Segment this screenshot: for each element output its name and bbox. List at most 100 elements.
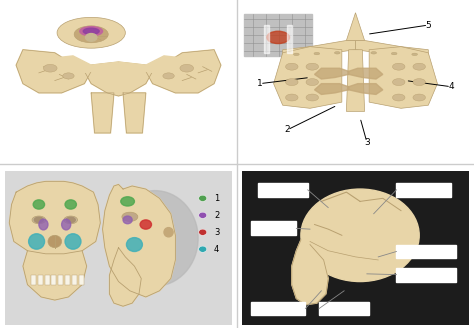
Text: 2: 2: [284, 125, 290, 134]
Ellipse shape: [293, 53, 299, 55]
Ellipse shape: [28, 234, 45, 249]
Polygon shape: [349, 68, 383, 79]
Bar: [72, 276, 77, 285]
Ellipse shape: [112, 191, 198, 286]
Bar: [396, 183, 451, 197]
Polygon shape: [346, 13, 365, 40]
Ellipse shape: [392, 79, 405, 86]
Bar: [251, 221, 296, 235]
Polygon shape: [356, 40, 428, 59]
Ellipse shape: [180, 64, 193, 72]
Polygon shape: [292, 240, 328, 305]
Bar: [258, 183, 308, 197]
Bar: [264, 25, 269, 53]
Ellipse shape: [123, 216, 132, 224]
Bar: [287, 25, 292, 53]
Polygon shape: [91, 93, 114, 133]
Ellipse shape: [63, 73, 74, 79]
Text: 4: 4: [448, 82, 454, 91]
Bar: [79, 276, 84, 285]
Ellipse shape: [85, 33, 97, 41]
Bar: [51, 276, 56, 285]
Ellipse shape: [392, 63, 405, 70]
Ellipse shape: [199, 246, 207, 252]
Ellipse shape: [74, 26, 108, 43]
Ellipse shape: [140, 220, 152, 229]
Polygon shape: [146, 50, 221, 93]
Ellipse shape: [83, 28, 99, 34]
Ellipse shape: [285, 79, 298, 86]
Ellipse shape: [413, 94, 426, 101]
Ellipse shape: [44, 64, 57, 72]
Polygon shape: [102, 184, 175, 297]
Ellipse shape: [199, 195, 207, 201]
Bar: [58, 276, 63, 285]
Ellipse shape: [413, 79, 426, 86]
Text: 3: 3: [364, 138, 370, 147]
Ellipse shape: [335, 51, 340, 54]
Ellipse shape: [57, 17, 125, 48]
Ellipse shape: [65, 234, 81, 249]
Ellipse shape: [413, 63, 426, 70]
Ellipse shape: [32, 216, 46, 224]
Text: 1: 1: [214, 194, 219, 203]
Ellipse shape: [285, 94, 298, 101]
Ellipse shape: [62, 219, 71, 230]
Ellipse shape: [199, 229, 207, 235]
Ellipse shape: [285, 63, 298, 70]
Polygon shape: [46, 56, 118, 74]
Polygon shape: [9, 181, 100, 254]
Polygon shape: [273, 47, 342, 108]
Ellipse shape: [80, 27, 102, 36]
Bar: [396, 245, 456, 258]
Ellipse shape: [48, 235, 62, 248]
Polygon shape: [349, 84, 383, 94]
Ellipse shape: [412, 53, 418, 55]
Bar: [65, 276, 70, 285]
Ellipse shape: [34, 217, 44, 223]
Bar: [31, 276, 36, 285]
Bar: [38, 276, 43, 285]
Ellipse shape: [66, 217, 75, 223]
Ellipse shape: [64, 216, 78, 224]
Polygon shape: [23, 251, 87, 300]
Bar: [251, 302, 305, 316]
Ellipse shape: [39, 219, 48, 230]
Ellipse shape: [163, 73, 174, 79]
Ellipse shape: [267, 31, 290, 44]
Ellipse shape: [65, 200, 76, 209]
Ellipse shape: [164, 228, 173, 237]
Ellipse shape: [371, 51, 376, 54]
Ellipse shape: [301, 189, 419, 281]
Polygon shape: [283, 40, 356, 59]
Ellipse shape: [127, 237, 142, 252]
Ellipse shape: [306, 79, 319, 86]
Polygon shape: [84, 62, 153, 96]
Bar: [45, 276, 50, 285]
Ellipse shape: [121, 197, 135, 206]
FancyBboxPatch shape: [244, 14, 312, 56]
Polygon shape: [118, 56, 191, 74]
Text: 2: 2: [214, 211, 219, 220]
Polygon shape: [315, 84, 349, 94]
Ellipse shape: [392, 94, 405, 101]
Polygon shape: [16, 50, 91, 93]
Ellipse shape: [306, 94, 319, 101]
Polygon shape: [369, 47, 438, 108]
Polygon shape: [123, 93, 146, 133]
Polygon shape: [315, 68, 349, 79]
Ellipse shape: [306, 63, 319, 70]
Bar: [396, 268, 456, 281]
Text: 5: 5: [426, 21, 431, 30]
Ellipse shape: [314, 52, 319, 55]
Polygon shape: [109, 248, 141, 306]
Polygon shape: [346, 50, 365, 112]
Bar: [319, 302, 369, 316]
Ellipse shape: [122, 212, 138, 221]
Text: 4: 4: [214, 245, 219, 254]
Ellipse shape: [199, 212, 207, 218]
Ellipse shape: [33, 200, 45, 209]
Text: 3: 3: [214, 228, 219, 237]
Text: 1: 1: [257, 79, 263, 88]
Ellipse shape: [392, 52, 397, 55]
